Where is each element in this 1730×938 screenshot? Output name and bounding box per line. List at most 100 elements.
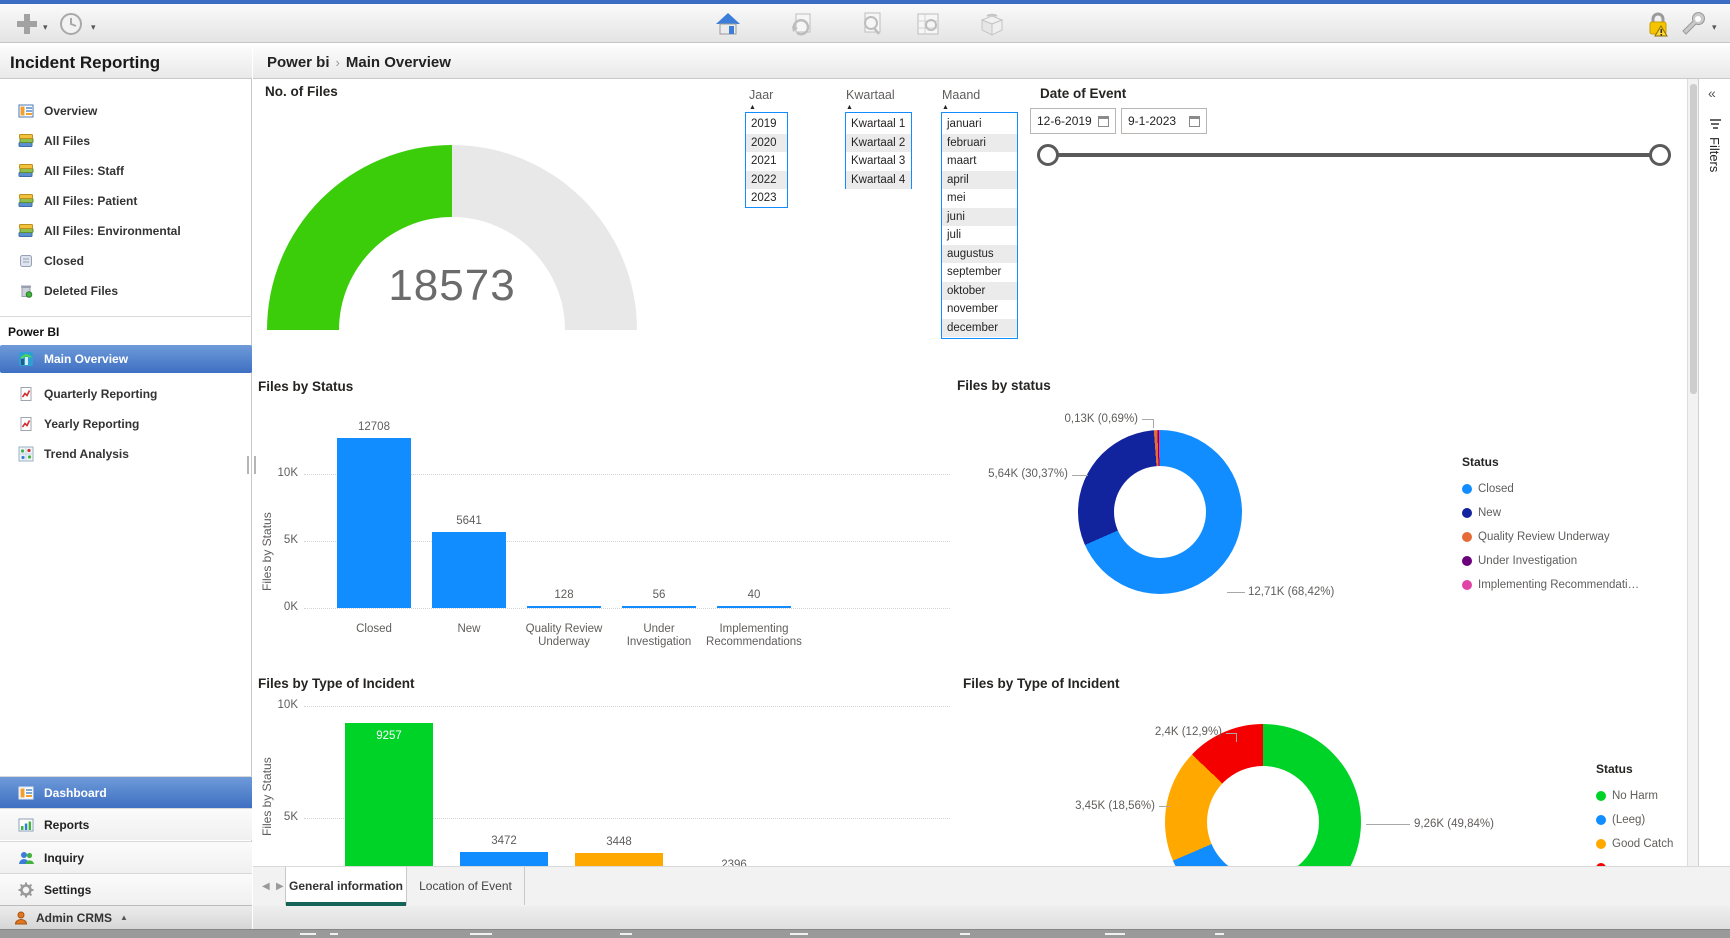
date-start-input[interactable]: 12-6-2019	[1030, 108, 1116, 134]
report-scrollbar[interactable]	[1687, 79, 1698, 866]
slicer-option[interactable]: augustus	[942, 244, 1017, 263]
sidebar-item-all-files-staff[interactable]: All Files: Staff	[0, 156, 252, 186]
legend-dot-icon	[1462, 580, 1472, 590]
sort-asc-icon[interactable]: ▲	[846, 104, 853, 111]
legend-item[interactable]: Implementing Recommendati…	[1462, 573, 1639, 597]
sidebar-item-overview[interactable]: Overview	[0, 96, 252, 126]
slicer-maand[interactable]: januari februari maart april mei juni juli augu…	[941, 112, 1018, 339]
bar[interactable]	[717, 606, 791, 608]
history-icon[interactable]	[57, 10, 85, 38]
tab-scroll-left-icon[interactable]: ◀	[262, 881, 270, 892]
bar[interactable]	[622, 606, 696, 608]
add-icon[interactable]	[13, 10, 41, 38]
user-menu[interactable]: Admin CRMS ▲	[0, 905, 252, 929]
slicer-jaar[interactable]: 2019 2020 2021 2022 2023	[745, 112, 788, 208]
slicer-option[interactable]: 2022	[746, 170, 787, 189]
slicer-option[interactable]: Kwartaal 1	[851, 118, 906, 130]
files-by-type-donut[interactable]	[1165, 724, 1365, 866]
donut1-callout: 5,64K (30,37%)	[988, 468, 1068, 480]
legend-item[interactable]: Closed	[1462, 477, 1639, 501]
sidebar-item-all-files-environmental[interactable]: All Files: Environmental	[0, 216, 252, 246]
slicer-option[interactable]: februari	[942, 133, 1017, 152]
legend-item[interactable]: Good Catch	[1596, 832, 1673, 856]
gauge-chart[interactable]: 18573	[267, 145, 637, 331]
filters-pane[interactable]: « Filters	[1698, 79, 1730, 866]
date-slider-handle-end[interactable]	[1649, 144, 1671, 166]
slicer-option[interactable]: Kwartaal 4	[846, 170, 911, 189]
legend-item[interactable]	[1596, 856, 1673, 866]
slicer-option[interactable]: Kwartaal 2	[846, 133, 911, 152]
tools-caret-icon[interactable]: ▾	[1712, 22, 1717, 32]
sidebar-item-dashboard[interactable]: Dashboard	[0, 776, 252, 808]
sidebar-item-all-files[interactable]: All Files	[0, 126, 252, 156]
bar[interactable]	[575, 853, 663, 866]
sidebar-item-reports[interactable]: Reports	[0, 808, 252, 840]
slicer-option[interactable]: december	[942, 318, 1017, 337]
sidebar-item-all-files-patient[interactable]: All Files: Patient	[0, 186, 252, 216]
tab-scroll-right-icon[interactable]: ▶	[276, 881, 284, 892]
slicer-option[interactable]: 2020	[746, 133, 787, 152]
legend-label: Implementing Recommendati…	[1478, 579, 1640, 591]
tab-general-information[interactable]: General information	[285, 867, 407, 907]
sidebar-item-closed[interactable]: Closed	[0, 246, 252, 276]
sidebar-item-quarterly-reporting[interactable]: Quarterly Reporting	[0, 379, 252, 409]
slicer-option[interactable]: 2021	[751, 155, 777, 167]
bar[interactable]	[337, 438, 411, 608]
home-icon[interactable]	[714, 10, 742, 38]
slicer-option[interactable]: juli	[947, 229, 962, 241]
cube-icon[interactable]	[978, 10, 1006, 38]
legend-label: New	[1478, 507, 1502, 519]
legend-item[interactable]: Quality Review Underway	[1462, 525, 1639, 549]
date-slider-handle-start[interactable]	[1037, 144, 1059, 166]
tab-location-of-event[interactable]: Location of Event	[407, 867, 525, 905]
bar[interactable]	[527, 606, 601, 608]
bar[interactable]	[345, 723, 433, 866]
sidebar-item-yearly-reporting[interactable]: Yearly Reporting	[0, 409, 252, 439]
slicer-option[interactable]: mei	[947, 192, 966, 204]
sidebar-item-deleted-files[interactable]: Deleted Files	[0, 276, 252, 306]
sidebar-item-trend-analysis[interactable]: Trend Analysis	[0, 439, 252, 469]
slicer-option[interactable]: 2023	[751, 192, 777, 204]
scrollbar-thumb[interactable]	[1690, 84, 1697, 394]
expand-filters-icon[interactable]: «	[1708, 85, 1716, 101]
slicer-option[interactable]: 2019	[751, 118, 777, 130]
slicer-option[interactable]: januari	[947, 118, 982, 130]
files-by-type-bar-chart[interactable]: Files by Type of Incident Files by Statu…	[258, 672, 950, 866]
sidebar-item-main-overview[interactable]: Main Overview	[0, 345, 252, 373]
report-grid-icon[interactable]	[914, 10, 942, 38]
export-refresh-icon[interactable]	[788, 10, 816, 38]
breadcrumb-section[interactable]: Power bi	[267, 54, 330, 71]
slicer-option[interactable]: maart	[947, 155, 977, 167]
files-by-status-bar-chart[interactable]: Files by Status Files by Status 0K 5K 10…	[258, 375, 950, 665]
donut1-legend: Status Closed New Quality Review Underway U…	[1462, 455, 1639, 597]
lock-warning-icon[interactable]	[1644, 10, 1672, 38]
add-caret-icon[interactable]: ▾	[43, 22, 48, 32]
legend-item[interactable]: Under Investigation	[1462, 549, 1639, 573]
slicer-option[interactable]: september	[947, 266, 1002, 278]
slicer-option[interactable]: november	[947, 303, 999, 315]
sort-asc-icon[interactable]: ▲	[749, 104, 756, 111]
bar[interactable]	[460, 852, 548, 866]
files-by-status-donut[interactable]	[1078, 430, 1242, 594]
slicer-option[interactable]: juni	[942, 207, 1017, 226]
legend-item[interactable]: No Harm	[1596, 784, 1673, 808]
legend-item[interactable]: (Leeg)	[1596, 808, 1673, 832]
slicer-option[interactable]: oktober	[942, 281, 1017, 300]
slicer-kwartaal[interactable]: Kwartaal 1 Kwartaal 2 Kwartaal 3 Kwartaal 4	[845, 112, 912, 189]
tools-icon[interactable]	[1678, 10, 1706, 38]
history-caret-icon[interactable]: ▾	[91, 22, 96, 32]
calendar-icon[interactable]	[1098, 115, 1109, 127]
slicer-option[interactable]: april	[942, 170, 1017, 189]
sidebar-item-settings[interactable]: Settings	[0, 873, 252, 905]
sort-asc-icon[interactable]: ▲	[942, 104, 949, 111]
slicer-option[interactable]: Kwartaal 3	[851, 155, 906, 167]
splitter-grip[interactable]	[247, 456, 256, 474]
bar[interactable]	[432, 532, 506, 608]
legend-item[interactable]: New	[1462, 501, 1639, 525]
date-slider-track[interactable]	[1048, 153, 1660, 157]
sidebar-item-inquiry[interactable]: Inquiry	[0, 841, 252, 873]
document-inspect-icon[interactable]	[858, 10, 886, 38]
date-end-input[interactable]: 9-1-2023	[1121, 108, 1207, 134]
legend-title: Status	[1462, 455, 1499, 469]
calendar-icon[interactable]	[1189, 115, 1200, 127]
